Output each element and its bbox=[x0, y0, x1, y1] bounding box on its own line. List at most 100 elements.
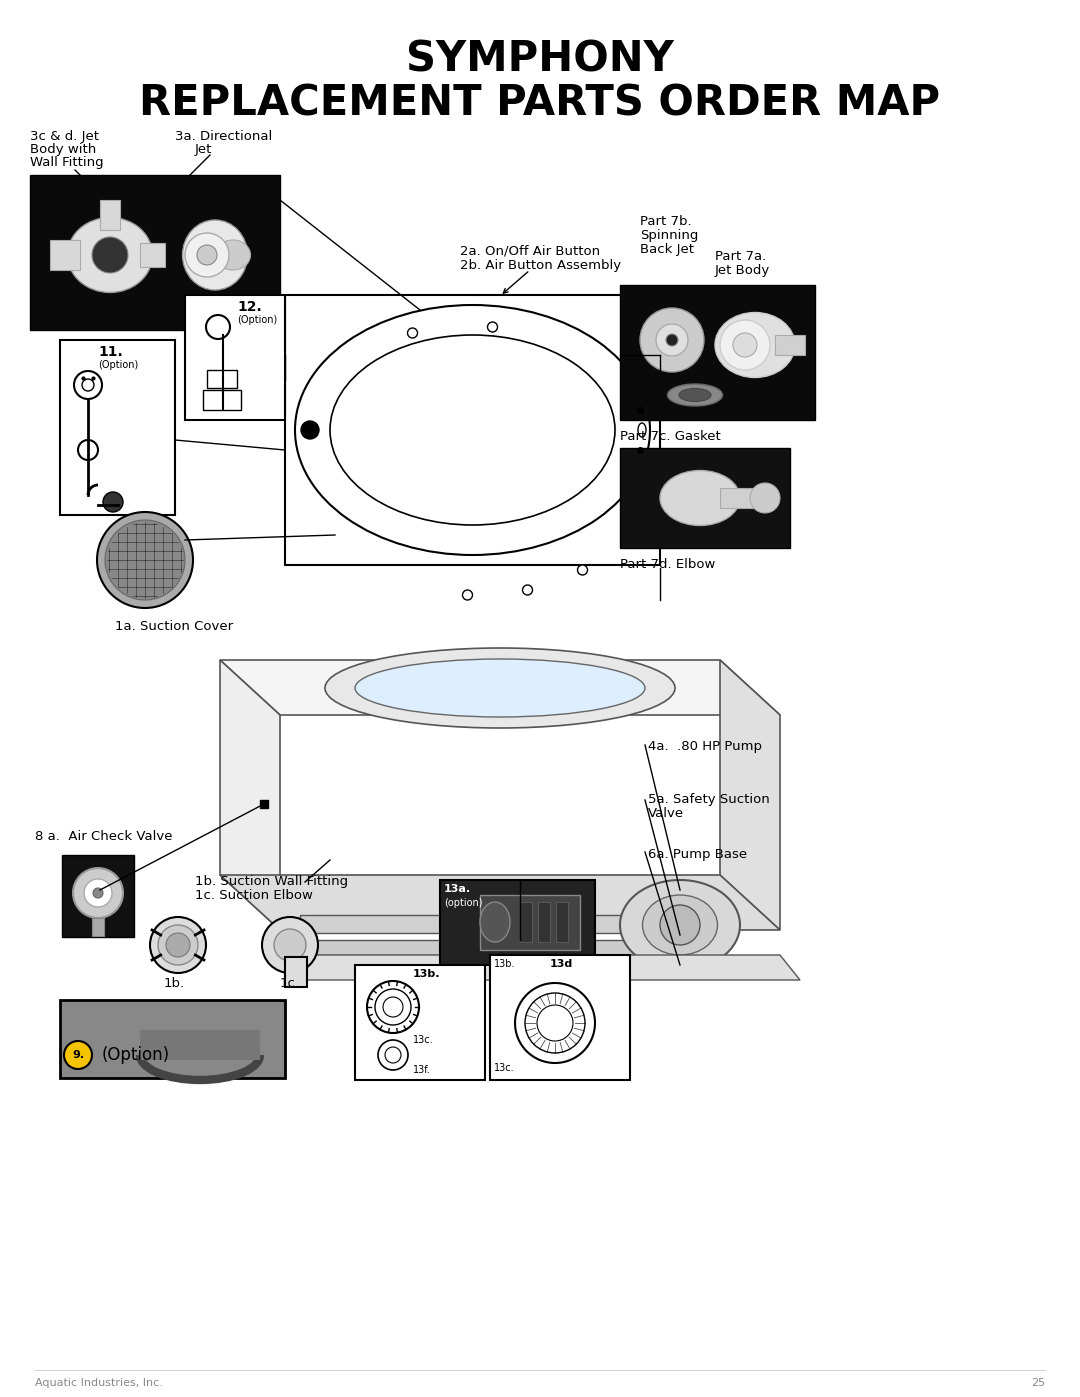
Bar bbox=[538, 902, 550, 942]
Text: 6a. Pump Base: 6a. Pump Base bbox=[648, 848, 747, 861]
Circle shape bbox=[75, 372, 102, 400]
Ellipse shape bbox=[355, 659, 645, 717]
Bar bbox=[60, 1000, 285, 1078]
Ellipse shape bbox=[679, 388, 711, 401]
Bar bbox=[60, 339, 175, 515]
Text: Part 7b.: Part 7b. bbox=[640, 215, 691, 228]
Circle shape bbox=[660, 905, 700, 944]
Circle shape bbox=[640, 307, 704, 372]
Text: 13d: 13d bbox=[550, 958, 573, 970]
Bar bbox=[30, 175, 280, 330]
Text: Wall Fitting: Wall Fitting bbox=[30, 156, 104, 169]
Text: Valve: Valve bbox=[648, 807, 684, 820]
Circle shape bbox=[150, 916, 206, 972]
Circle shape bbox=[525, 993, 585, 1053]
Circle shape bbox=[378, 1039, 408, 1070]
Bar bbox=[140, 243, 165, 267]
Circle shape bbox=[515, 983, 595, 1063]
Bar bbox=[300, 915, 640, 933]
Circle shape bbox=[383, 997, 403, 1017]
Circle shape bbox=[92, 237, 129, 272]
Text: 1b.: 1b. bbox=[164, 977, 185, 990]
Text: 11.: 11. bbox=[98, 345, 123, 359]
Text: 1b. Suction Wall Fitting: 1b. Suction Wall Fitting bbox=[195, 875, 348, 888]
Text: 2a. On/Off Air Button: 2a. On/Off Air Button bbox=[460, 244, 600, 258]
Text: 13c.: 13c. bbox=[494, 1063, 515, 1073]
Text: 13f.: 13f. bbox=[413, 1065, 431, 1076]
Circle shape bbox=[97, 511, 193, 608]
Ellipse shape bbox=[715, 313, 795, 377]
Circle shape bbox=[158, 925, 198, 965]
Circle shape bbox=[105, 520, 185, 599]
Ellipse shape bbox=[643, 895, 717, 956]
Bar bbox=[620, 448, 789, 548]
Polygon shape bbox=[720, 659, 780, 930]
Text: 13b.: 13b. bbox=[494, 958, 515, 970]
Text: Part 7a.: Part 7a. bbox=[715, 250, 766, 263]
Text: (option): (option) bbox=[444, 898, 483, 908]
Text: (Option): (Option) bbox=[102, 1046, 171, 1065]
Bar bbox=[185, 295, 285, 420]
Ellipse shape bbox=[620, 880, 740, 970]
Bar bbox=[100, 200, 120, 231]
Text: (Option): (Option) bbox=[237, 314, 278, 326]
Circle shape bbox=[384, 1046, 401, 1063]
Bar bbox=[300, 940, 640, 956]
Circle shape bbox=[84, 879, 112, 907]
Bar bbox=[519, 902, 532, 942]
Circle shape bbox=[206, 314, 230, 339]
Bar bbox=[720, 488, 770, 509]
Circle shape bbox=[262, 916, 318, 972]
Text: Part 7c. Gasket: Part 7c. Gasket bbox=[620, 430, 720, 443]
Text: Jet: Jet bbox=[195, 142, 213, 156]
Text: 9.: 9. bbox=[72, 1051, 84, 1060]
Circle shape bbox=[197, 244, 217, 265]
Bar bbox=[203, 390, 241, 409]
Text: 4a.  .80 HP Pump: 4a. .80 HP Pump bbox=[648, 740, 762, 753]
Bar bbox=[775, 335, 805, 355]
Text: Aquatic Industries, Inc.: Aquatic Industries, Inc. bbox=[35, 1377, 163, 1389]
Text: Spinning: Spinning bbox=[640, 229, 699, 242]
Circle shape bbox=[93, 888, 103, 898]
Text: 1a. Suction Cover: 1a. Suction Cover bbox=[114, 620, 233, 633]
Text: (Option): (Option) bbox=[98, 360, 138, 370]
Polygon shape bbox=[270, 956, 800, 981]
Bar bbox=[50, 240, 80, 270]
Circle shape bbox=[166, 933, 190, 957]
Circle shape bbox=[656, 324, 688, 356]
Text: Body with: Body with bbox=[30, 142, 96, 156]
Ellipse shape bbox=[67, 218, 152, 292]
Circle shape bbox=[462, 590, 473, 599]
Bar bbox=[556, 902, 568, 942]
Ellipse shape bbox=[183, 219, 247, 291]
Text: 13b.: 13b. bbox=[413, 970, 441, 979]
Circle shape bbox=[73, 868, 123, 918]
Ellipse shape bbox=[216, 240, 251, 270]
Text: SYMPHONY: SYMPHONY bbox=[406, 38, 674, 80]
Bar bbox=[285, 957, 307, 988]
Circle shape bbox=[64, 1041, 92, 1069]
Text: 12.: 12. bbox=[237, 300, 261, 314]
Ellipse shape bbox=[325, 648, 675, 728]
Bar bbox=[62, 855, 134, 937]
Text: 13a.: 13a. bbox=[444, 884, 471, 894]
Bar bbox=[140, 1030, 260, 1060]
Ellipse shape bbox=[667, 384, 723, 407]
Text: Back Jet: Back Jet bbox=[640, 243, 694, 256]
Circle shape bbox=[578, 564, 588, 576]
Text: 2b. Air Button Assembly: 2b. Air Button Assembly bbox=[460, 258, 621, 272]
Circle shape bbox=[185, 233, 229, 277]
Circle shape bbox=[301, 420, 319, 439]
Text: Part 7d. Elbow: Part 7d. Elbow bbox=[620, 557, 715, 571]
Bar bbox=[480, 895, 580, 950]
Circle shape bbox=[750, 483, 780, 513]
Text: 3c & d. Jet: 3c & d. Jet bbox=[30, 130, 99, 142]
Polygon shape bbox=[220, 875, 780, 930]
Circle shape bbox=[720, 320, 770, 370]
Bar bbox=[285, 295, 660, 564]
Text: REPLACEMENT PARTS ORDER MAP: REPLACEMENT PARTS ORDER MAP bbox=[139, 82, 941, 124]
Text: 13c.: 13c. bbox=[413, 1035, 434, 1045]
Circle shape bbox=[78, 440, 98, 460]
Bar bbox=[620, 285, 815, 420]
Circle shape bbox=[274, 929, 306, 961]
